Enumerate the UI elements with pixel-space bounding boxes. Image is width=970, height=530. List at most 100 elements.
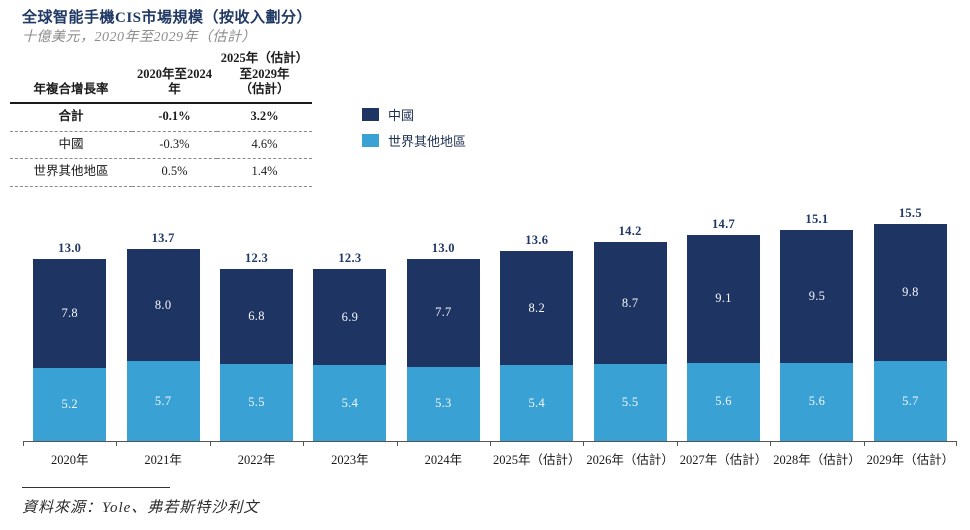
stacked-bar: 7.7 5.3 [406, 259, 480, 441]
x-axis-tick [863, 442, 865, 446]
bar-total-label: 13.7 [151, 231, 175, 246]
rest-of-world-legend-label: 世界其他地區 [388, 134, 467, 149]
stacked-bar: 8.7 5.5 [593, 242, 667, 441]
x-axis-labels: 2020年 2021年 2022年 2023年 2024年 2025年（估計） 2026年（… [23, 449, 957, 468]
table-row-total: 合計 -0.1% 3.2% [10, 103, 312, 131]
china-segment: 8.7 [593, 242, 667, 364]
china-legend-label: 中國 [388, 108, 415, 123]
bar-group: 14.2 8.7 5.5 [583, 196, 676, 441]
x-axis-label: 2021年 [144, 453, 182, 467]
x-axis-tick [956, 442, 957, 446]
x-axis-tick [770, 442, 772, 446]
stacked-bar: 6.9 5.4 [313, 268, 387, 441]
rest-of-world-segment: 5.4 [313, 365, 387, 441]
row-cagr-2025-2029: 1.4% [251, 164, 278, 179]
stacked-bar: 7.8 5.2 [33, 259, 107, 441]
x-axis-tick [209, 442, 211, 446]
x-axis-tick [23, 442, 24, 446]
china-segment: 9.8 [873, 224, 947, 362]
bar-group: 13.6 8.2 5.4 [490, 196, 583, 441]
cagr-table: 年複合增長率 2020年至2024年 2025年（估計） 至2029年 （估計）… [10, 48, 312, 187]
bar-total-label: 14.2 [618, 224, 642, 239]
rest-of-world-segment: 5.4 [500, 365, 574, 441]
row-label-total: 合計 [58, 108, 84, 123]
stacked-bar: 9.5 5.6 [780, 229, 854, 441]
x-axis-label: 2023年 [331, 453, 369, 467]
bar-chart: 13.0 7.8 5.2 13.7 8.0 5.7 12.3 6.8 5.5 12.3 6.9 5.4… [23, 196, 957, 468]
cagr-header-2025-2029-line3: （估計） [239, 82, 290, 97]
x-axis-label: 2025年（估計） [492, 453, 581, 467]
x-axis-tick [303, 442, 305, 446]
cagr-header-2020-2024: 2020年至2024年 [136, 66, 212, 97]
x-axis-label: 2024年 [424, 453, 463, 467]
bar-total-label: 12.3 [244, 250, 269, 265]
china-segment: 8.2 [500, 250, 574, 366]
rest-of-world-segment: 5.6 [780, 362, 854, 441]
source-text: 資料來源：Yole、弗若斯特沙利文 [22, 500, 260, 516]
bar-group: 13.0 7.7 5.3 [397, 196, 490, 441]
x-axis-label: 2020年 [50, 453, 89, 467]
china-segment: 7.7 [406, 259, 480, 367]
x-axis-label: 2028年（估計） [773, 453, 861, 467]
china-segment: 6.9 [313, 268, 387, 366]
bar-total-label: 13.6 [525, 232, 549, 247]
x-axis-tick [396, 442, 398, 446]
china-segment: 6.8 [220, 268, 294, 364]
bar-group: 12.3 6.9 5.4 [303, 196, 396, 441]
stacked-bar: 9.8 5.7 [873, 224, 947, 441]
chart-subtitle: 十億美元，2020年至2029年（估計） [22, 30, 256, 45]
total-cagr-2020-2024: -0.1% [158, 108, 191, 123]
rest-of-world-legend-swatch [362, 134, 379, 147]
row-label-rest-of-world: 世界其他地區 [33, 164, 109, 179]
bar-total-label: 13.0 [431, 241, 455, 256]
plot-area: 13.0 7.8 5.2 13.7 8.0 5.7 12.3 6.8 5.5 12.3 6.9 5.4… [23, 196, 957, 442]
cagr-header-2025-2029-line1: 2025年（估計） [220, 51, 309, 65]
rest-of-world-segment: 5.6 [687, 362, 761, 441]
legend-item-rest-of-world: 世界其他地區 [362, 131, 466, 150]
bar-total-label: 15.5 [898, 206, 922, 221]
cagr-header-metric: 年複合增長率 [33, 82, 109, 97]
bar-group: 15.1 9.5 5.6 [770, 196, 863, 441]
table-row-china: 中國 -0.3% 4.6% [10, 131, 312, 159]
x-axis-label: 2029年（估計） [866, 453, 955, 467]
cagr-header-2025-2029: 2025年（估計） 至2029年 （估計） [217, 48, 312, 103]
china-segment: 9.5 [780, 229, 854, 363]
chart-title: 全球智能手機CIS市場規模（按收入劃分） [22, 10, 313, 26]
chart-legend: 中國 世界其他地區 [362, 105, 466, 150]
source-divider [22, 487, 170, 488]
bar-group: 12.3 6.8 5.5 [210, 196, 303, 441]
bar-total-label: 12.3 [338, 250, 362, 265]
stacked-bar: 9.1 5.6 [687, 235, 761, 441]
x-axis-ticks [23, 442, 957, 447]
x-axis-label: 2026年（估計） [586, 453, 674, 467]
x-axis-tick [490, 442, 491, 446]
china-legend-swatch [362, 108, 379, 121]
china-segment: 9.1 [687, 235, 761, 363]
rest-of-world-segment: 5.5 [220, 364, 294, 441]
cagr-header-2025-2029-line2: 至2029年 [239, 66, 290, 81]
china-cagr-2025-2029: 4.6% [251, 136, 278, 151]
rest-of-world-segment: 5.7 [873, 361, 947, 441]
x-axis-tick [583, 442, 585, 446]
bar-group: 15.5 9.8 5.7 [864, 196, 957, 441]
bar-group: 14.7 9.1 5.6 [677, 196, 770, 441]
bar-total-label: 14.7 [712, 217, 736, 232]
bar-group: 13.7 8.0 5.7 [116, 196, 209, 441]
row-label-china: 中國 [58, 136, 84, 151]
x-axis-label: 2022年 [237, 453, 276, 467]
bar-total-label: 13.0 [58, 241, 82, 256]
stacked-bar: 8.2 5.4 [500, 250, 574, 441]
rest-of-world-segment: 5.3 [406, 366, 480, 441]
total-cagr-2025-2029: 3.2% [250, 108, 279, 123]
rest-of-world-segment: 5.7 [126, 361, 200, 441]
x-axis-label: 2027年（估計） [679, 453, 768, 467]
table-row-rest-of-world: 世界其他地區 0.5% 1.4% [10, 159, 312, 187]
rest-of-world-segment: 5.2 [33, 368, 107, 441]
stacked-bar: 6.8 5.5 [220, 268, 294, 441]
bar-total-label: 15.1 [805, 211, 829, 226]
stacked-bar: 8.0 5.7 [126, 249, 200, 441]
rest-of-world-segment: 5.5 [593, 364, 667, 441]
x-axis-tick [116, 442, 118, 446]
cagr-table-header-row: 年複合增長率 2020年至2024年 2025年（估計） 至2029年 （估計） [10, 48, 312, 103]
